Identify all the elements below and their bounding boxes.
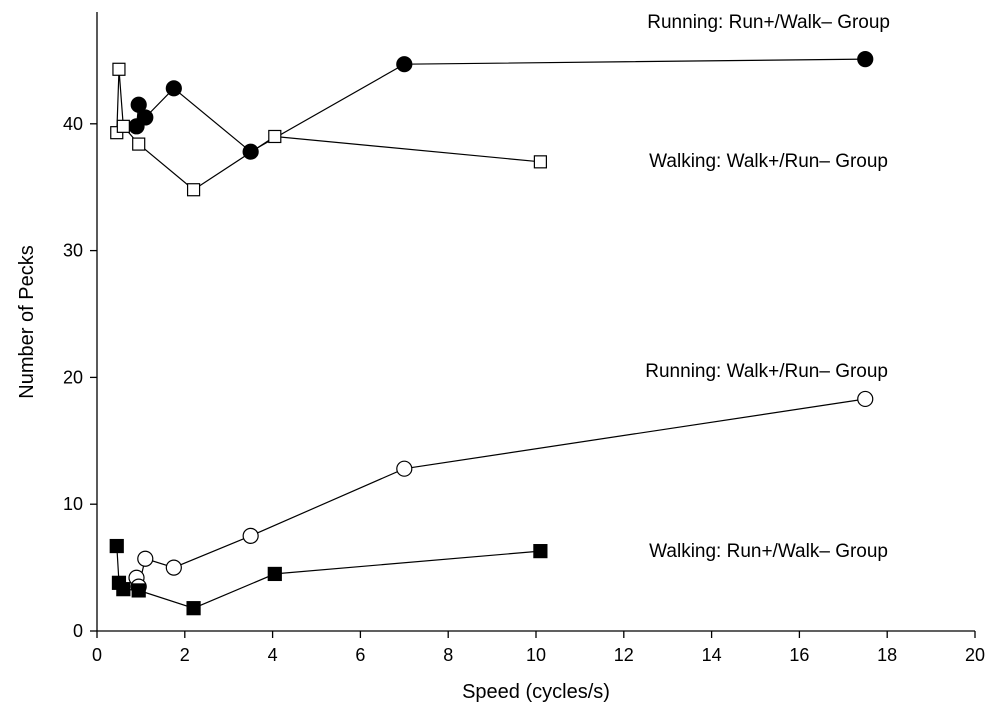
x-tick-label: 8 — [443, 645, 453, 665]
x-tick-label: 20 — [965, 645, 985, 665]
series-lines — [116, 58, 866, 609]
data-point-running-walk-plus — [242, 527, 259, 545]
x-ticks: 0 2 4 6 8 10 12 14 16 18 20 — [92, 631, 985, 665]
x-tick-label: 10 — [526, 645, 546, 665]
data-point-walking-walk-plus — [186, 183, 201, 197]
x-tick-label: 18 — [877, 645, 897, 665]
data-point-walking-walk-plus — [116, 119, 130, 133]
data-point-walking-walk-plus — [132, 137, 146, 151]
data-point-walking-run-plus — [267, 566, 282, 582]
x-tick-label: 16 — [789, 645, 809, 665]
data-point-running-run-plus — [137, 109, 154, 126]
data-point-walking-run-plus — [116, 582, 131, 597]
series-label-running-run-plus: Running: Run+/Walk– Group — [647, 12, 890, 33]
series-line-walking-run-plus — [116, 545, 541, 609]
y-tick-label: 0 — [73, 621, 83, 641]
data-point-running-walk-plus — [165, 559, 182, 576]
x-tick-label: 14 — [702, 645, 722, 665]
series-line-running-run-plus — [135, 58, 866, 153]
x-tick-label: 6 — [355, 645, 365, 665]
y-tick-label: 10 — [63, 494, 83, 514]
data-point-walking-walk-plus — [533, 155, 547, 169]
data-point-walking-run-plus — [131, 583, 146, 598]
y-tick-label: 30 — [63, 241, 83, 261]
data-point-running-walk-plus — [137, 550, 154, 567]
series-label-walking-run-plus: Walking: Run+/Walk– Group — [649, 541, 888, 562]
x-tick-label: 12 — [614, 645, 634, 665]
data-point-running-walk-plus — [396, 460, 413, 477]
x-tick-label: 0 — [92, 645, 102, 665]
y-ticks: 0 10 20 30 40 — [63, 114, 97, 641]
data-point-walking-walk-plus — [268, 129, 282, 144]
x-tick-label: 2 — [180, 645, 190, 665]
y-tick-label: 20 — [63, 367, 83, 387]
series-labels: Running: Run+/Walk– Group Walking: Walk+/… — [645, 12, 890, 562]
series-label-walking-walk-plus: Walking: Walk+/Run– Group — [649, 151, 888, 172]
data-point-walking-walk-plus — [112, 62, 126, 76]
data-point-running-run-plus — [396, 56, 413, 73]
data-point-running-walk-plus — [857, 390, 874, 408]
x-tick-label: 4 — [268, 645, 278, 665]
series-markers — [109, 51, 874, 616]
data-point-running-run-plus — [857, 51, 874, 68]
y-axis-title: Number of Pecks — [16, 245, 38, 398]
data-point-walking-run-plus — [109, 538, 124, 554]
data-point-running-run-plus — [130, 96, 147, 113]
data-point-walking-run-plus — [533, 544, 548, 559]
data-point-running-run-plus — [165, 80, 182, 97]
series-label-running-walk-plus: Running: Walk+/Run– Group — [645, 361, 888, 382]
data-point-walking-run-plus — [186, 601, 201, 616]
x-axis-title: Speed (cycles/s) — [462, 681, 610, 703]
data-point-running-run-plus — [242, 143, 259, 160]
y-tick-label: 40 — [63, 114, 83, 134]
axes — [96, 12, 975, 632]
